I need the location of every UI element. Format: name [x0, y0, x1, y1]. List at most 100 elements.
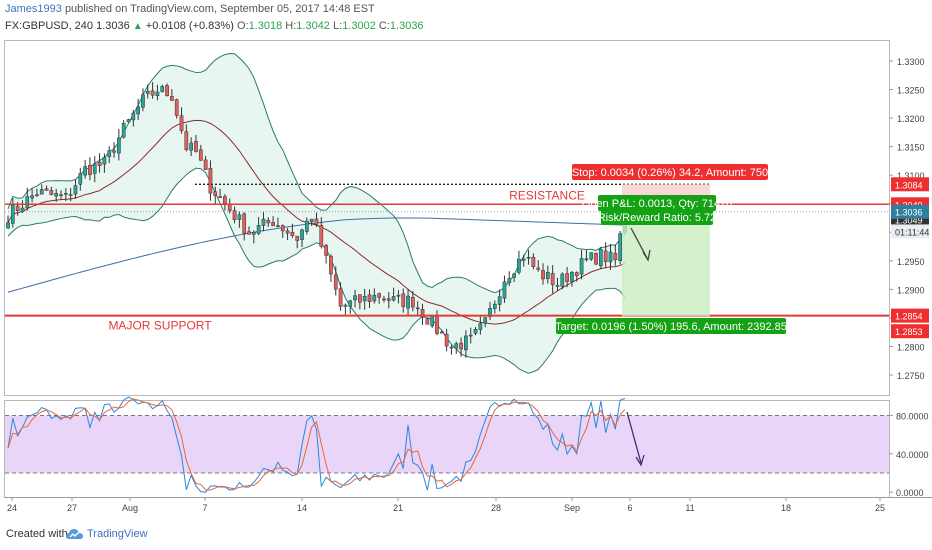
candle-body [179, 115, 184, 131]
tradingview-cloud-icon[interactable] [66, 527, 84, 541]
candle [174, 98, 179, 119]
candle [88, 157, 92, 181]
symbol-name[interactable]: FX:GBPUSD, 240 [5, 20, 94, 32]
candle-body [430, 316, 435, 327]
candle-body [78, 173, 83, 185]
candle [545, 265, 550, 284]
candle-body [237, 214, 242, 220]
candle-body [391, 296, 396, 301]
candle [121, 119, 126, 139]
main-pane-border [4, 40, 890, 396]
candle-body [329, 255, 333, 275]
candle-body [454, 343, 459, 349]
candle-body [367, 294, 372, 302]
time-tick-label: 11 [685, 503, 694, 513]
candle [107, 146, 112, 164]
candle [126, 118, 131, 123]
candle [165, 83, 169, 97]
price-tick-label: 1.2750 [897, 371, 925, 381]
candle-body [25, 196, 30, 209]
price-tag-text: 1.3049 [895, 215, 923, 225]
bollinger-lower-line [7, 167, 626, 374]
candle-body [126, 119, 131, 123]
candle [35, 188, 39, 197]
projection-arrow-head [642, 249, 651, 262]
candle-body [333, 274, 338, 290]
close-label: C: [378, 20, 390, 32]
candle [579, 249, 584, 280]
author-link[interactable]: James1993 [5, 3, 62, 15]
candle [468, 327, 473, 344]
candle [613, 244, 618, 266]
candle-body [314, 218, 319, 225]
candle [425, 317, 430, 325]
candle-body [247, 231, 251, 235]
time-tick-label: 6 [627, 503, 632, 513]
price-tag-target: 1.2853 [891, 324, 929, 339]
trade-overlay: RESISTANCE MAJOR SUPPORT Stop: 0.0034 (0.2… [5, 164, 889, 334]
price-tag-countdown: 01:11:44 [891, 224, 929, 239]
candle [444, 328, 449, 352]
candle [261, 211, 266, 232]
price-tick-label: 1.3200 [897, 114, 925, 124]
candle-body [396, 294, 401, 297]
candle [290, 223, 295, 238]
price-tick-label: 1.3300 [897, 57, 925, 67]
tradingview-link[interactable]: TradingView [87, 528, 148, 540]
candle [160, 84, 165, 93]
candle [406, 288, 410, 316]
candle-body [420, 308, 425, 318]
candle [570, 270, 574, 287]
candle-body [198, 149, 203, 161]
candle-body [276, 225, 280, 227]
candle [170, 89, 174, 102]
candle-body [324, 245, 328, 256]
candle [531, 253, 536, 270]
candle-body [584, 258, 589, 261]
candle-body [165, 85, 169, 97]
candle-body [444, 333, 449, 347]
high-value: 1.3042 [296, 20, 330, 32]
candle-body [570, 272, 574, 282]
candle [526, 249, 531, 265]
chart-frame [4, 40, 932, 498]
candle [68, 187, 73, 202]
time-tick-label: Aug [122, 503, 138, 513]
candle [391, 287, 396, 302]
candle [589, 252, 594, 261]
candle-body [478, 323, 483, 330]
candle [367, 289, 372, 308]
price-tag-text: 1.3084 [895, 180, 923, 190]
stoch-k-line [7, 396, 626, 493]
candle-body [280, 225, 285, 232]
chart-canvas[interactable]: 1.33001.32501.32001.31501.31001.30501.30… [0, 0, 932, 519]
candle-body [517, 258, 521, 273]
candle [141, 88, 145, 112]
candle-body [536, 267, 541, 270]
candle-body [20, 207, 25, 212]
open-pnl-label-text: Open P&L: 0.0013, Qty: 71428 [582, 198, 732, 210]
stoch-projection-arrow [626, 411, 642, 464]
candle [420, 303, 425, 325]
candle-body [256, 225, 261, 234]
created-with-label: Created with [6, 528, 68, 540]
candle [251, 230, 256, 244]
candle [608, 244, 613, 270]
axes: 1.33001.32501.32001.31501.31001.30501.30… [7, 57, 929, 513]
candle [271, 216, 275, 227]
candle [382, 295, 386, 303]
candle-body [107, 150, 112, 157]
price-tag-close: 1.3036 [891, 204, 929, 219]
candle [372, 288, 377, 304]
candle [237, 211, 242, 228]
candle-body [68, 194, 73, 196]
candle-body [560, 273, 565, 287]
stoch-tick-label: 80.0000 [896, 411, 929, 421]
up-arrow-icon: ▲ [132, 21, 143, 32]
candle [63, 188, 68, 201]
candle-body [401, 293, 406, 307]
candle [232, 206, 237, 224]
candle-body [526, 256, 531, 259]
candle-body [92, 163, 97, 174]
time-tick-label: 24 [7, 503, 17, 513]
